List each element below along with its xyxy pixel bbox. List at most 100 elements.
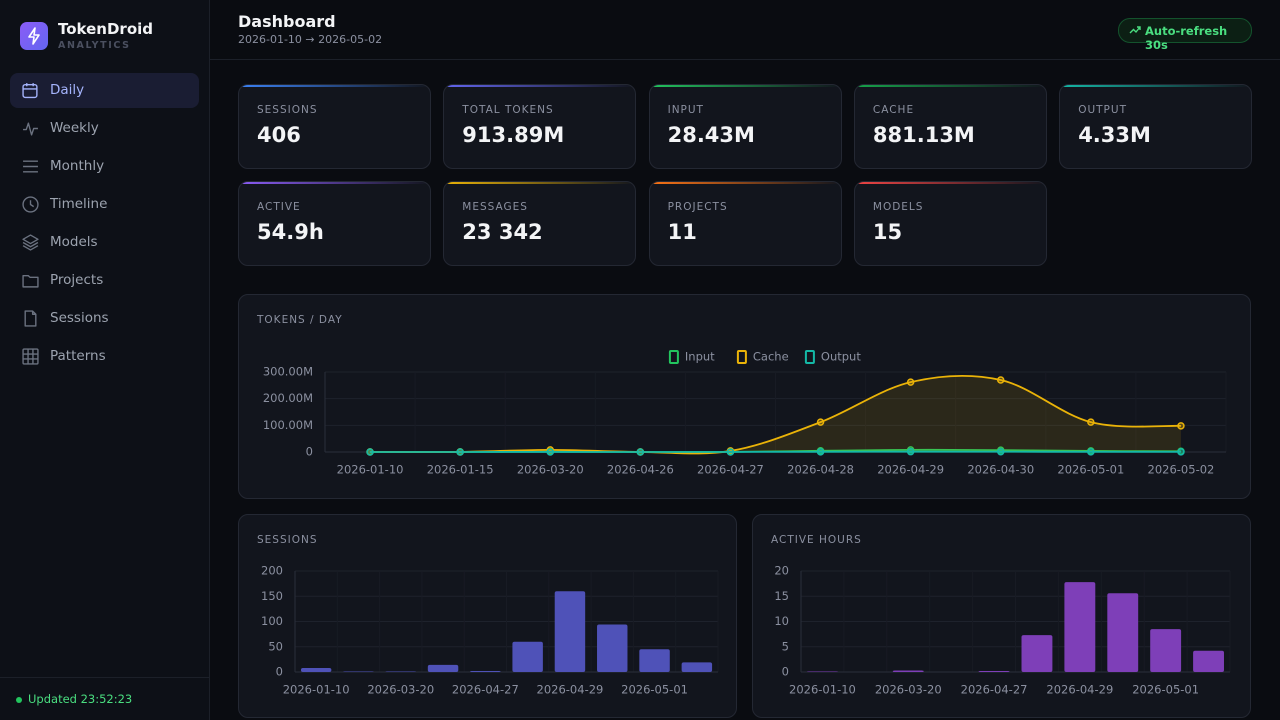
- stat-card: INPUT 28.43M: [648, 84, 842, 169]
- nav-icon: [23, 122, 38, 136]
- y-tick-label: 50: [268, 639, 283, 653]
- x-tick-label: 2026-03-20: [517, 463, 584, 477]
- data-point: [997, 376, 1005, 384]
- chart-title: ACTIVE HOURS: [771, 534, 862, 546]
- series-area: [370, 375, 1181, 454]
- stat-value: 28.43M: [667, 123, 755, 147]
- nav-item[interactable]: Daily: [10, 73, 199, 108]
- stat-value: 881.13M: [872, 123, 975, 147]
- data-point: [726, 448, 735, 456]
- data-point: [1087, 418, 1095, 426]
- x-tick-label: 2026-04-30: [967, 463, 1034, 477]
- nav-item[interactable]: Timeline: [10, 187, 199, 222]
- data-point: [366, 448, 374, 456]
- stat-accent: [239, 182, 430, 184]
- bar: [1021, 635, 1053, 672]
- stat-label: OUTPUT: [1078, 104, 1127, 116]
- stat-card: PROJECTS 11: [648, 181, 842, 266]
- legend-swatch: [804, 350, 815, 364]
- x-tick-label: 2026-04-27: [961, 683, 1028, 697]
- nav-label: Models: [50, 234, 98, 250]
- data-point: [906, 378, 915, 386]
- legend-swatch: [668, 350, 679, 364]
- nav-item[interactable]: Models: [10, 225, 199, 260]
- x-tick-label: 2026-01-10: [283, 683, 350, 697]
- stat-label: MESSAGES: [462, 201, 528, 213]
- y-tick-label: 0: [306, 445, 313, 459]
- stat-card: CACHE 881.13M: [853, 84, 1047, 169]
- nav-item[interactable]: Weekly: [10, 111, 199, 146]
- x-tick-label: 2026-04-26: [607, 463, 674, 477]
- nav-item[interactable]: Sessions: [10, 301, 199, 336]
- data-point: [1177, 448, 1185, 456]
- brand-subtitle: ANALYTICS: [58, 40, 131, 51]
- bar: [597, 624, 628, 672]
- bar: [1193, 650, 1224, 672]
- y-tick-label: 300.00M: [263, 365, 313, 379]
- legend-swatch: [736, 350, 747, 364]
- logo: [20, 22, 48, 50]
- bar: [470, 670, 501, 672]
- nav-item[interactable]: Monthly: [10, 149, 199, 184]
- nav-icon: [24, 310, 37, 327]
- legend-label: Input: [685, 350, 715, 364]
- data-point: [546, 448, 554, 456]
- bar: [1107, 593, 1139, 672]
- x-tick-label: 2026-04-27: [452, 683, 519, 697]
- y-tick-label: 150: [261, 589, 283, 603]
- y-tick-label: 0: [276, 665, 283, 679]
- stat-accent: [854, 182, 1046, 184]
- x-tick-label: 2026-04-29: [537, 683, 604, 697]
- nav-label: Weekly: [50, 120, 99, 136]
- data-point: [456, 448, 464, 456]
- nav-label: Timeline: [50, 196, 108, 212]
- x-tick-label: 2026-01-10: [789, 683, 856, 697]
- status-text: Updated 23:52:23: [28, 692, 133, 706]
- stat-value: 11: [667, 220, 697, 244]
- stat-value: 15: [872, 220, 903, 244]
- y-tick-label: 0: [782, 665, 789, 679]
- stat-label: MODELS: [872, 201, 924, 213]
- data-point: [816, 418, 825, 426]
- x-tick-label: 2026-05-01: [1057, 463, 1124, 477]
- chart-panel: SESSIONS: [238, 514, 737, 718]
- y-tick-label: 200: [261, 564, 283, 578]
- nav-label: Daily: [50, 82, 85, 98]
- stat-accent: [854, 85, 1046, 87]
- stat-accent: [1060, 85, 1252, 87]
- stat-value: 406: [257, 123, 301, 147]
- stat-label: INPUT: [667, 104, 704, 116]
- nav-item[interactable]: Patterns: [10, 339, 199, 374]
- stat-value: 4.33M: [1078, 123, 1151, 147]
- series-line: [370, 374, 1181, 455]
- nav-item[interactable]: Projects: [10, 263, 199, 298]
- stat-accent: [444, 85, 636, 87]
- stat-accent: [239, 85, 430, 87]
- y-tick-label: 100.00M: [263, 418, 313, 432]
- stat-accent: [649, 182, 841, 184]
- brand: TokenDroid: [58, 20, 154, 38]
- stat-label: TOTAL TOKENS: [462, 104, 554, 116]
- status-dot: [16, 697, 22, 703]
- stat-card: TOTAL TOKENS 913.89M: [443, 84, 637, 169]
- x-tick-label: 2026-05-01: [621, 683, 688, 697]
- bar: [892, 670, 924, 672]
- stat-label: PROJECTS: [667, 201, 728, 213]
- bar: [807, 671, 838, 672]
- status-bar: Updated 23:52:23: [0, 677, 209, 720]
- data-point: [636, 448, 645, 456]
- data-point: [1177, 422, 1185, 430]
- stat-label: ACTIVE: [257, 201, 301, 213]
- data-point: [997, 447, 1005, 456]
- refresh-toggle[interactable]: Auto-refresh 30s: [1118, 18, 1252, 52]
- bar: [512, 641, 543, 672]
- y-tick-label: 200.00M: [263, 391, 313, 405]
- y-tick-label: 15: [774, 589, 789, 603]
- nav-label: Monthly: [50, 158, 105, 174]
- stat-value: 54.9h: [257, 220, 324, 244]
- nav-icon: [22, 234, 39, 251]
- chart-title: TOKENS / DAY: [257, 314, 343, 326]
- stat-label: SESSIONS: [257, 104, 318, 116]
- stat-card: MODELS 15: [853, 181, 1047, 266]
